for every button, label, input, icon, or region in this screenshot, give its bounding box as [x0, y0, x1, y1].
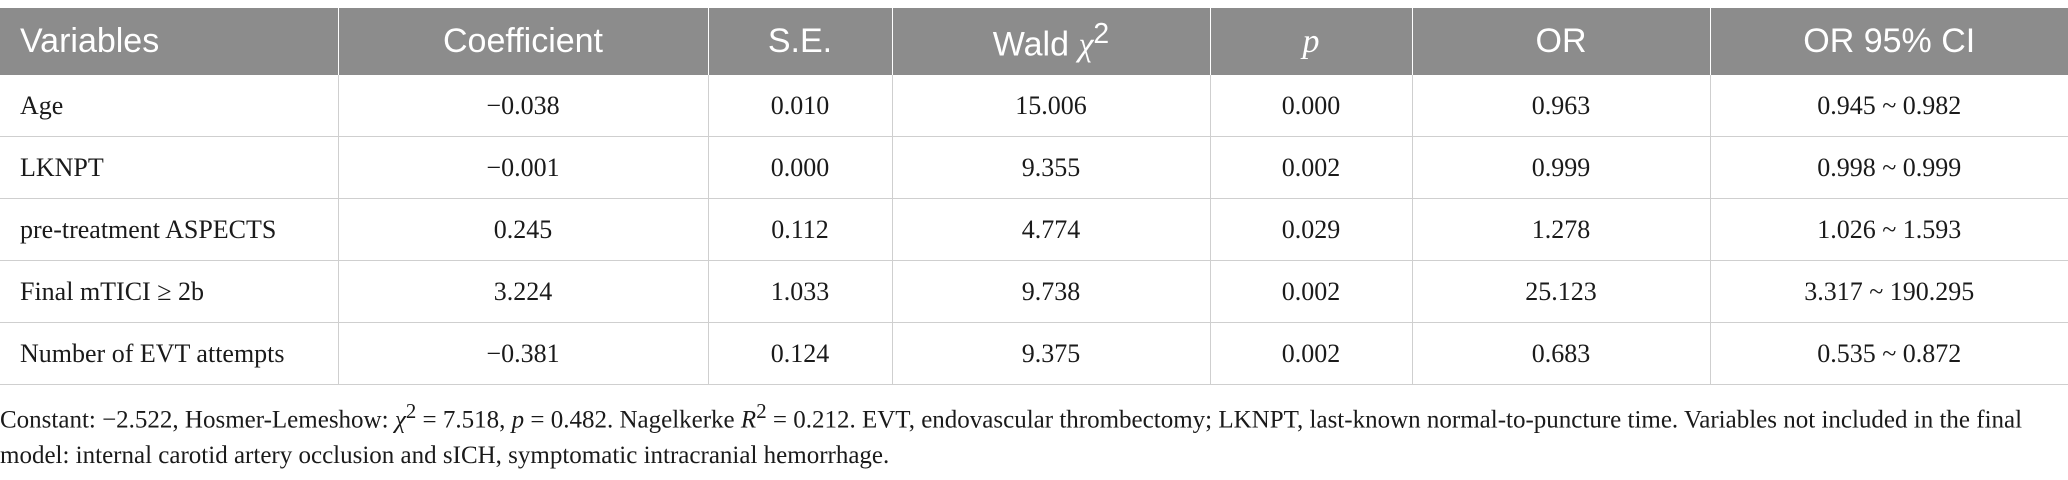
cell-wald: 9.375 — [891, 322, 1210, 385]
header-row: Variables Coefficient S.E. Wald χ2 p OR … — [0, 8, 2068, 75]
table-row: pre-treatment ASPECTS 0.245 0.112 4.774 … — [0, 198, 2068, 261]
cell-or-ci: 0.945 ~ 0.982 — [1709, 75, 2068, 137]
cell-or: 1.278 — [1411, 198, 1710, 261]
cell-wald: 15.006 — [891, 75, 1210, 137]
header-se: S.E. — [707, 8, 892, 75]
header-p-label: p — [1302, 23, 1320, 60]
table-footnote: Constant: −2.522, Hosmer-Lemeshow: χ2 = … — [0, 393, 2060, 474]
cell-wald: 4.774 — [891, 198, 1210, 261]
cell-or: 0.683 — [1411, 322, 1710, 385]
footnote-r: R — [740, 406, 757, 434]
cell-se: 0.010 — [707, 75, 892, 137]
cell-p: 0.000 — [1209, 75, 1412, 137]
cell-or-ci: 1.026 ~ 1.593 — [1709, 198, 2068, 261]
header-or: OR — [1411, 8, 1710, 75]
footnote-p: p — [511, 406, 525, 434]
cell-variable: Age — [0, 75, 338, 137]
cell-se: 0.000 — [707, 136, 892, 199]
cell-se: 1.033 — [707, 260, 892, 323]
cell-se: 0.124 — [707, 322, 892, 385]
cell-or: 25.123 — [1411, 260, 1710, 323]
cell-p: 0.002 — [1209, 322, 1412, 385]
header-p: p — [1209, 8, 1412, 75]
cell-variable: Final mTICI ≥ 2b — [0, 260, 338, 323]
cell-or-ci: 0.998 ~ 0.999 — [1709, 136, 2068, 199]
cell-variable: Number of EVT attempts — [0, 322, 338, 385]
footnote-part2: = 7.518, — [416, 406, 512, 434]
cell-coefficient: 3.224 — [337, 260, 708, 323]
header-variables: Variables — [0, 8, 338, 75]
cell-se: 0.112 — [707, 198, 892, 261]
footnote-part1: Constant: −2.522, Hosmer-Lemeshow: — [0, 406, 395, 434]
cell-or: 0.999 — [1411, 136, 1710, 199]
header-wald-sup: 2 — [1093, 18, 1110, 51]
cell-p: 0.029 — [1209, 198, 1412, 261]
footnote-r-sup: 2 — [756, 399, 767, 423]
regression-table: Variables Coefficient S.E. Wald χ2 p OR … — [0, 8, 2068, 385]
header-wald-symbol: χ — [1078, 26, 1094, 64]
header-wald: Wald χ2 — [891, 8, 1210, 75]
cell-coefficient: −0.038 — [337, 75, 708, 137]
cell-coefficient: 0.245 — [337, 198, 708, 261]
cell-p: 0.002 — [1209, 260, 1412, 323]
cell-p: 0.002 — [1209, 136, 1412, 199]
cell-wald: 9.738 — [891, 260, 1210, 323]
table-row: Number of EVT attempts −0.381 0.124 9.37… — [0, 322, 2068, 385]
cell-wald: 9.355 — [891, 136, 1210, 199]
header-or-ci: OR 95% CI — [1709, 8, 2068, 75]
table-row: LKNPT −0.001 0.000 9.355 0.002 0.999 0.9… — [0, 136, 2068, 199]
header-coefficient: Coefficient — [337, 8, 708, 75]
footnote-part4: = 0.212. EVT, endovascular thrombectomy;… — [0, 406, 2023, 470]
table-row: Final mTICI ≥ 2b 3.224 1.033 9.738 0.002… — [0, 260, 2068, 323]
regression-table-container: Variables Coefficient S.E. Wald χ2 p OR … — [0, 8, 2068, 385]
cell-variable: LKNPT — [0, 136, 338, 199]
cell-coefficient: −0.381 — [337, 322, 708, 385]
cell-coefficient: −0.001 — [337, 136, 708, 199]
table-row: Age −0.038 0.010 15.006 0.000 0.963 0.94… — [0, 75, 2068, 137]
cell-or-ci: 0.535 ~ 0.872 — [1709, 322, 2068, 385]
footnote-chi-sup: 2 — [405, 399, 417, 423]
header-wald-prefix: Wald — [992, 25, 1079, 64]
footnote-part3: = 0.482. Nagelkerke — [524, 406, 741, 434]
cell-or-ci: 3.317 ~ 190.295 — [1709, 260, 2068, 323]
cell-or: 0.963 — [1411, 75, 1710, 137]
footnote-chi: χ — [394, 406, 406, 434]
cell-variable: pre-treatment ASPECTS — [0, 198, 338, 261]
